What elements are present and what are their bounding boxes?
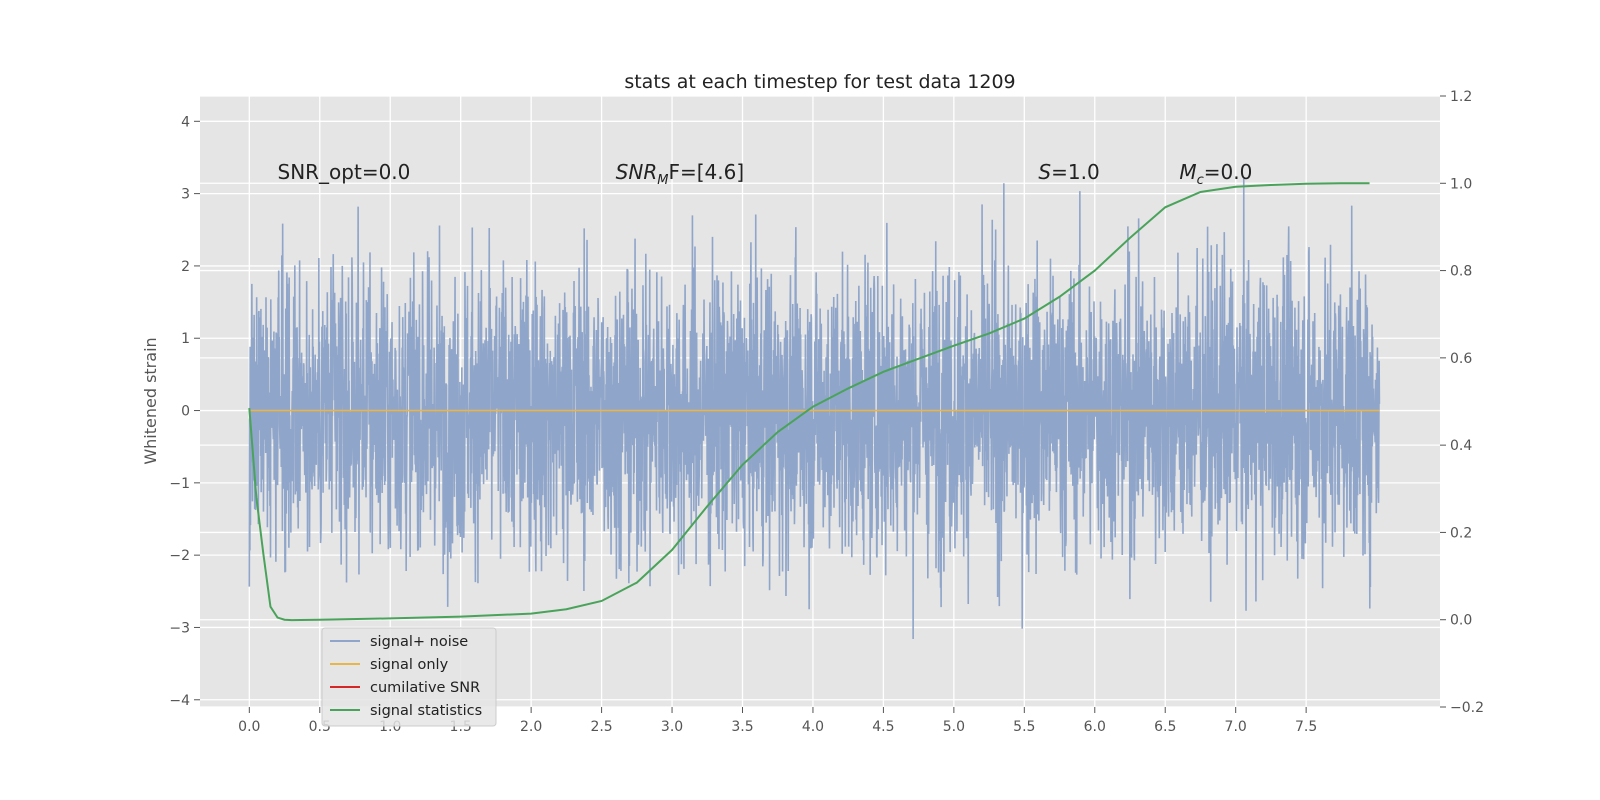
legend-entry: cumilative SNR (330, 680, 480, 696)
x-tick-label: 5.5 (1013, 719, 1035, 735)
y2-tick-label: 0.6 (1450, 351, 1472, 367)
annotation-rest: =0.0 (1204, 160, 1253, 184)
x-tick: 3.5 (731, 707, 754, 735)
legend-label: cumilative SNR (370, 680, 480, 696)
y-tick: −4 (169, 693, 200, 709)
y-tick-label: 3 (181, 187, 190, 203)
signal-statistics-line (248, 182, 1370, 622)
y2-tick-label: 1.2 (1450, 89, 1472, 105)
x-tick-label: 3.5 (731, 719, 753, 735)
y-tick-label: 1 (181, 331, 190, 347)
x-tick: 6.0 (1084, 707, 1106, 735)
y-tick: −2 (169, 548, 200, 564)
x-axis: 0.0 0.5 1.0 1.5 2.0 2.5 3.0 3.5 4.0 4.5 5.0 5.5 6.0 6… (238, 707, 1317, 735)
y2-tick-label: 0.4 (1450, 438, 1472, 454)
y2-tick-label: 0.2 (1450, 525, 1472, 541)
legend-label: signal+ noise (370, 634, 468, 650)
x-tick-label: 4.0 (802, 719, 824, 735)
y2-tick-label: −0.2 (1450, 700, 1484, 716)
signal-noise-line (248, 178, 1381, 639)
annotation-main: M (1179, 160, 1196, 184)
y-tick-label: 0 (181, 404, 190, 420)
x-tick: 0.0 (238, 707, 260, 735)
x-tick: 6.5 (1154, 707, 1176, 735)
x-tick: 2.0 (520, 707, 542, 735)
legend: signal+ noise signal only cumilative SNR si… (321, 627, 497, 727)
x-tick-label: 5.0 (943, 719, 965, 735)
annotation-sub: c (1197, 173, 1204, 188)
y-tick: 2 (181, 259, 200, 275)
x-tick: 3.0 (661, 707, 683, 735)
y2-tick: −0.2 (1440, 700, 1484, 716)
y-tick-label: −2 (169, 548, 190, 564)
legend-entry: signal only (330, 657, 449, 673)
x-tick-label: 6.0 (1084, 719, 1106, 735)
y-tick: 0 (181, 404, 200, 420)
y2-tick-label: 1.0 (1450, 176, 1472, 192)
y-tick: 1 (181, 331, 200, 347)
y-tick-label: 4 (181, 114, 190, 130)
y-tick-label: −3 (169, 620, 190, 636)
annotation: SNRMF=[4.6] (616, 160, 744, 188)
legend-entry: signal+ noise (330, 634, 468, 650)
y2-tick: 1.0 (1440, 176, 1472, 192)
x-tick-label: 7.5 (1295, 719, 1317, 735)
x-tick: 4.0 (802, 707, 824, 735)
x-tick: 5.0 (943, 707, 965, 735)
annotation: Mc=0.0 (1179, 160, 1252, 188)
y2-tick-label: 0.8 (1450, 264, 1472, 280)
y-tick: −3 (169, 620, 200, 636)
series-signal-noise (248, 178, 1381, 639)
annotation-text: SNR_opt=0.0 (278, 160, 411, 184)
x-tick: 2.5 (590, 707, 613, 735)
y-tick: 3 (181, 187, 200, 203)
x-tick-label: 2.0 (520, 719, 542, 735)
annotation-rest: =1.0 (1051, 160, 1100, 184)
y2-tick: 0.2 (1440, 525, 1472, 541)
x-tick-label: 7.0 (1225, 719, 1247, 735)
x-tick-label: 0.0 (238, 719, 260, 735)
annotation-rest: F=[4.6] (668, 160, 744, 184)
x-tick: 7.5 (1295, 707, 1317, 735)
right-axis: −0.2 0.0 0.2 0.4 0.6 0.8 1.0 1.2 (1440, 89, 1484, 716)
y2-tick: 0.8 (1440, 264, 1472, 280)
annotation-main: SNR (616, 160, 658, 184)
legend-label: signal only (370, 657, 449, 673)
legend-box (321, 627, 497, 727)
legend-entry: signal statistics (330, 703, 482, 719)
legend-label: signal statistics (370, 703, 482, 719)
x-tick-label: 3.0 (661, 719, 683, 735)
y2-tick-label: 0.0 (1450, 613, 1472, 629)
annotation: SNR_opt=0.0 (278, 160, 411, 184)
x-tick-label: 6.5 (1154, 719, 1176, 735)
annotation-sub: M (657, 173, 668, 188)
y-tick-label: 2 (181, 259, 190, 275)
annotation: S=1.0 (1038, 160, 1099, 184)
x-tick: 5.5 (1013, 707, 1035, 735)
y2-tick: 1.2 (1440, 89, 1472, 105)
y-tick-label: −4 (169, 693, 190, 709)
series-lines (248, 182, 1380, 622)
annotations: SNR_opt=0.0 SNRMF=[4.6] S=1.0 Mc=0.0 (278, 160, 1253, 188)
x-tick-label: 2.5 (590, 719, 612, 735)
y2-tick: 0.6 (1440, 351, 1472, 367)
y2-tick: 0.0 (1440, 613, 1472, 629)
y2-tick: 0.4 (1440, 438, 1472, 454)
annotation-main: S (1038, 160, 1051, 184)
y-tick-label: −1 (169, 476, 190, 492)
y-tick: 4 (181, 114, 200, 130)
left-axis: −4 −3 −2 −1 0 1 2 3 4 (169, 114, 200, 709)
chart-title: stats at each timestep for test data 120… (624, 71, 1015, 93)
x-tick: 4.5 (872, 707, 895, 735)
x-tick: 7.0 (1225, 707, 1247, 735)
y-axis-label: Whitened strain (141, 337, 160, 464)
x-tick-label: 4.5 (872, 719, 894, 735)
y-tick: −1 (169, 476, 200, 492)
